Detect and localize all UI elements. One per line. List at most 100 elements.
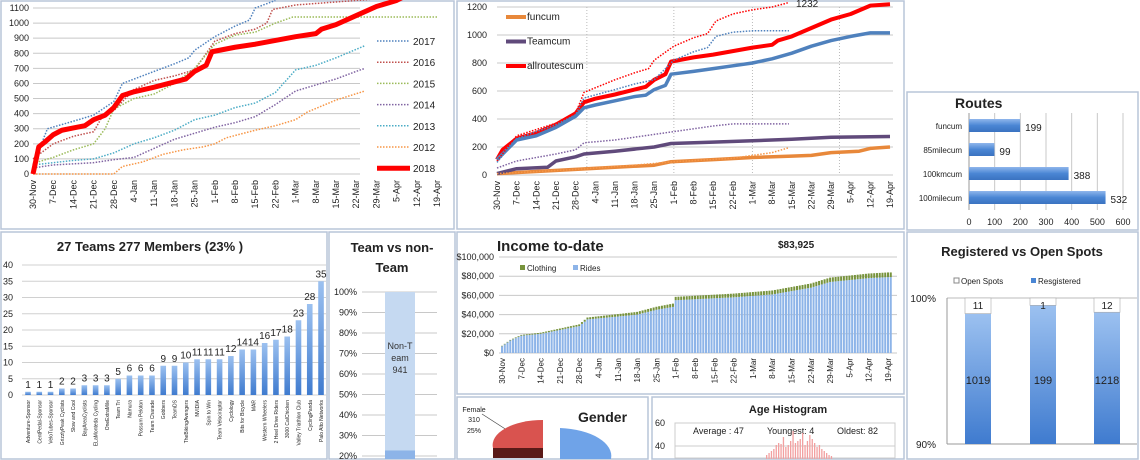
age-bar [830,456,833,459]
category-label: Team Tri [116,400,122,419]
bar-rides [627,315,630,353]
bar-clothing [729,293,732,298]
legend-label: Resgistered [1038,277,1081,286]
bar-clothing [812,282,815,287]
y-tick-label: 1000 [9,18,29,28]
bar-clothing [578,324,581,327]
bar-rides [514,338,517,353]
bar-clothing [815,281,818,287]
chart-title: Team vs non- [351,240,434,255]
category-label: MAR [251,400,257,412]
bar-rides [779,293,782,353]
bar-clothing [873,273,876,278]
bar-clothing [583,319,586,322]
y-tick-label: 40% [339,410,357,420]
chart-title: Routes [955,95,1003,111]
bar-clothing [575,324,578,327]
bar-clothing [818,280,821,286]
bar-rides [594,318,597,353]
bar-clothing [660,305,663,309]
bar-clothing [732,293,735,298]
bar-clothing [550,330,553,332]
y-tick-label: $0 [484,348,494,358]
chart-title: Registered vs Open Spots [941,244,1103,259]
age-bar [802,433,804,459]
bar-clothing [580,322,583,324]
bar-rides [611,317,614,353]
x-tick-label: 8-Feb [691,357,700,378]
bar-rides [740,296,743,353]
x-tick-label: 18-Jan [169,180,179,208]
bar-rides [762,295,765,353]
legend-swatch-clothing [520,265,525,270]
bar-rides [614,316,617,353]
bar-rides [818,285,821,353]
x-tick-label: 19-Apr [885,181,895,208]
x-tick-label: 22-Mar [351,180,361,209]
bar-clothing [853,274,856,280]
value-label: 35 [315,269,327,280]
bar-clothing [798,285,801,290]
bar-clothing [567,326,570,329]
bar-rides [586,319,589,353]
bar-rides [523,335,526,353]
value-label: 18 [282,325,294,336]
bar-rides [603,317,606,353]
bar-clothing [776,289,779,294]
bar-rides [804,288,807,353]
x-tick-label: 1-Feb [672,357,681,378]
y-tick-label: 35 [3,276,13,286]
y-tick-label: 800 [14,48,29,58]
bar-clothing [820,280,823,285]
age-bar [770,451,773,459]
bar-team [385,450,415,459]
x-tick-label: 14-Dec [68,180,78,210]
y-tick-label: 0 [8,390,13,400]
bar-clothing [627,312,630,316]
slice-value: 310 [468,417,480,424]
bar-clothing [834,277,837,282]
bar-nonteam [385,292,415,451]
x-tick-label: 15-Feb [250,180,260,209]
bar-rides [553,331,556,353]
bar-clothing [591,316,594,319]
bar-clothing [790,286,793,292]
route-cumulative-chart: 0 200 400 600 800 1000 1200 30-Nov 7-Dec 14-Dec 21… [467,0,895,210]
x-tick-label: 28-Dec [109,180,119,210]
legend-label: Rides [580,264,600,273]
bar-team [47,391,54,395]
bar-clothing [754,291,757,296]
bar-rides [591,318,594,353]
bar-rides [691,299,694,353]
bar-clothing [702,295,705,299]
bar-rides [815,286,818,353]
bar-rides [663,308,666,353]
bar-clothing [746,292,749,297]
x-tick-label: 4-Jan [590,181,600,204]
y-tick-label: 40 [3,260,13,270]
x-tick-label: 200 [1013,217,1028,227]
bar-clothing [608,315,611,318]
bar-rides [820,284,823,353]
y-tick-label: 100 [14,154,29,164]
x-tick-label: 15-Mar [331,180,341,209]
bar-clothing [721,294,724,298]
bar-team [149,375,155,395]
bar-rides [525,335,528,353]
bar-clothing [804,284,807,289]
y-tick-label: 400 [14,109,29,119]
bar-clothing [680,296,683,300]
bar-clothing [553,329,556,332]
bar-rides [677,300,680,353]
chart-title: Gender [578,409,628,425]
bar-clothing [875,273,878,278]
bar-clothing [743,292,746,297]
bar-clothing [751,292,754,296]
legend-swatch-open [953,277,960,284]
x-tick-label: 21-Dec [556,358,565,384]
bar-clothing [586,317,589,320]
category-label: Spin to Win [206,400,212,426]
bar-clothing [589,317,592,320]
value-label: 3 [93,373,99,384]
x-tick-label: 8-Mar [768,358,777,379]
